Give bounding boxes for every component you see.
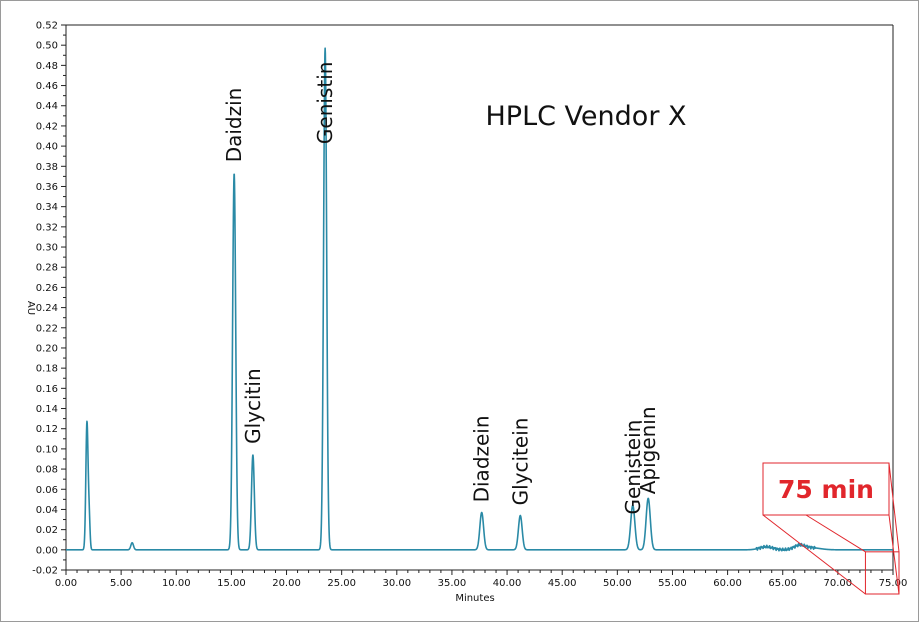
y-tick-label: 0.12 — [36, 424, 58, 435]
y-tick-label: 0.10 — [36, 444, 58, 455]
callout-connector — [888, 514, 900, 595]
x-tick-label: 60.00 — [713, 578, 742, 589]
chromatogram-trace — [65, 47, 894, 552]
peak-label: Genistein — [621, 420, 645, 515]
callout-connector — [762, 514, 866, 595]
y-tick-label: 0.26 — [36, 283, 58, 294]
y-tick-label: 0.28 — [36, 263, 58, 274]
y-tick-label: 0.24 — [36, 303, 58, 314]
peak-label: Genistin — [313, 62, 337, 145]
y-tick-label: 0.52 — [36, 21, 58, 32]
x-tick-label: 50.00 — [603, 578, 632, 589]
callout-connector — [805, 514, 866, 553]
peak-label: Apigenin — [636, 406, 660, 494]
x-tick-label: 45.00 — [548, 578, 577, 589]
y-tick-label: 0.00 — [36, 545, 58, 556]
y-ticks: -0.02 0.00 0.02 0.04 0.06 0.08 0.10 0.12 0.14 0.1… — [32, 21, 66, 577]
y-tick-label: 0.42 — [36, 121, 58, 132]
x-ticks: 0.00 5.00 10.00 15.00 20.00 25.00 30.00 35.00 40… — [55, 570, 907, 589]
x-tick-label: 10.00 — [162, 578, 191, 589]
y-tick-label: 0.30 — [36, 243, 58, 254]
x-tick-label: 25.00 — [327, 578, 356, 589]
x-axis-title: Minutes — [455, 593, 494, 604]
y-tick-label: 0.34 — [36, 202, 58, 213]
y-tick-label: 0.22 — [36, 323, 58, 334]
x-tick-label: 40.00 — [493, 578, 522, 589]
x-tick-label: 70.00 — [824, 578, 853, 589]
callout-label: 75 min — [778, 475, 874, 504]
y-tick-label: 0.04 — [36, 505, 58, 516]
series-layer — [65, 47, 894, 552]
x-tick-label: 5.00 — [110, 578, 132, 589]
y-tick-label: 0.44 — [36, 101, 58, 112]
y-tick-label: 0.06 — [36, 485, 58, 496]
x-tick-label: 30.00 — [382, 578, 411, 589]
peak-label: Diadzein — [470, 415, 494, 502]
y-tick-label: 0.38 — [36, 162, 58, 173]
y-tick-label: 0.14 — [36, 404, 58, 415]
callout-layer: 75 min — [762, 462, 900, 595]
x-tick-label: 0.00 — [55, 578, 77, 589]
y-tick-label: 0.16 — [36, 384, 58, 395]
peak-label: Glycitein — [508, 418, 532, 506]
x-tick-label: 20.00 — [272, 578, 301, 589]
y-tick-label: 0.50 — [36, 41, 58, 52]
x-tick-label: 55.00 — [658, 578, 687, 589]
y-tick-label: 0.48 — [36, 61, 58, 72]
chart-title: HPLC Vendor X — [486, 101, 687, 132]
callout-target-box — [864, 551, 900, 595]
y-tick-label: 0.02 — [36, 525, 58, 536]
y-tick-label: 0.08 — [36, 465, 58, 476]
x-tick-label: 15.00 — [217, 578, 246, 589]
y-axis-title: AU — [25, 301, 36, 315]
callout-connector — [888, 462, 900, 552]
x-tick-label: 65.00 — [768, 578, 797, 589]
x-tick-label: 35.00 — [438, 578, 467, 589]
y-tick-label: 0.46 — [36, 81, 58, 92]
y-tick-label: -0.02 — [32, 566, 58, 577]
peak-label: Daidzin — [222, 88, 246, 163]
y-tick-label: 0.40 — [36, 142, 58, 153]
y-tick-label: 0.20 — [36, 343, 58, 354]
annotation-layer: Daidzin Glycitin Genistin Diadzein Glycitein… — [222, 62, 660, 515]
y-tick-label: 0.32 — [36, 222, 58, 233]
x-tick-label: 75.00 — [879, 578, 908, 589]
y-tick-label: 0.36 — [36, 182, 58, 193]
callout-box — [762, 462, 890, 516]
peak-label: Glycitin — [241, 368, 265, 444]
y-tick-label: 0.18 — [36, 364, 58, 375]
